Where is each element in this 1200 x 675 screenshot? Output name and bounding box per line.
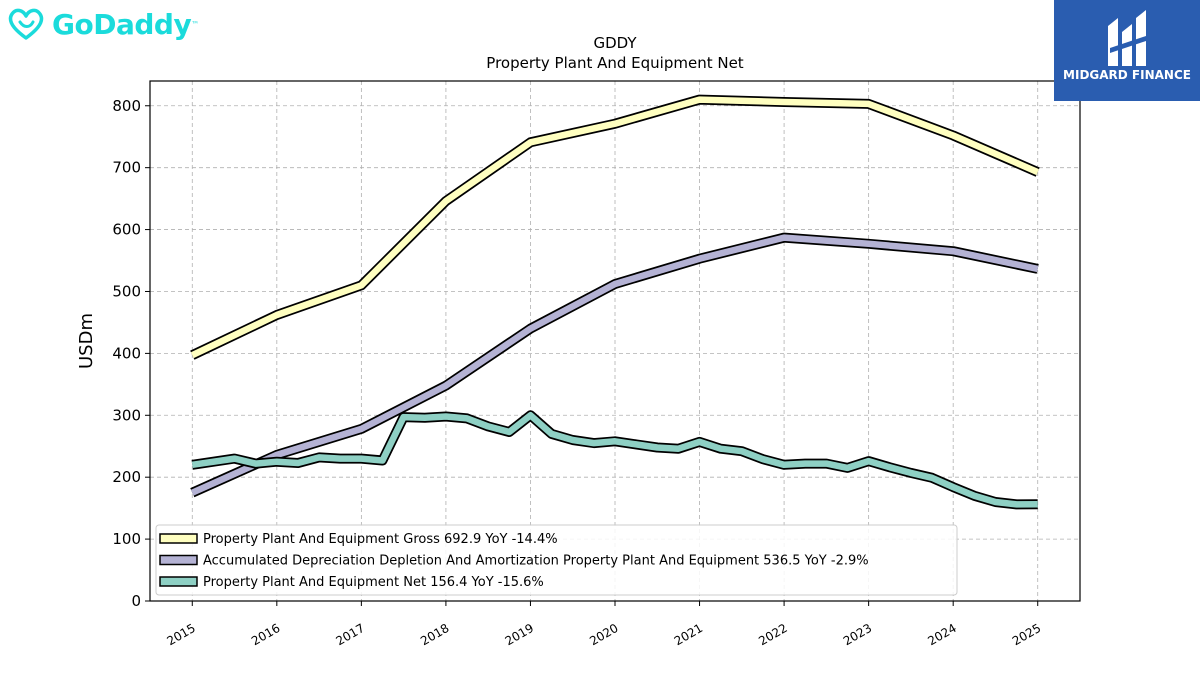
x-tick-label: 2021: [672, 621, 705, 648]
x-tick-label: 2024: [925, 621, 958, 648]
series-line-0: [190, 96, 1039, 359]
legend: Property Plant And Equipment Gross 692.9…: [155, 524, 958, 596]
chart-title: GDDY: [593, 34, 637, 52]
y-tick-label: 300: [112, 406, 141, 424]
grid: [150, 81, 1080, 602]
x-tick-label: 2025: [1010, 621, 1043, 648]
y-axis-label: USDm: [76, 313, 97, 369]
midgard-wordmark: MIDGARD FINANCE: [1063, 68, 1191, 82]
y-tick-label: 800: [112, 97, 141, 115]
legend-label-0: Property Plant And Equipment Gross 692.9…: [203, 532, 558, 547]
midgard-finance-logo: MIDGARD FINANCE: [1054, 0, 1200, 101]
x-tick-label: 2020: [587, 621, 620, 648]
chart-subtitle: Property Plant And Equipment Net: [486, 54, 743, 72]
y-tick-label: 700: [112, 159, 141, 177]
y-tick-label: 100: [112, 530, 141, 548]
godaddy-wordmark: GoDaddy: [52, 7, 192, 41]
x-tick-label: 2022: [756, 621, 789, 648]
legend-label-2: Property Plant And Equipment Net 156.4 Y…: [203, 575, 544, 590]
series-layer: [190, 94, 1040, 510]
godaddy-heart-icon: [8, 8, 44, 40]
legend-swatch-1: [159, 554, 198, 566]
y-tick-label: 400: [112, 344, 141, 362]
x-tick-label: 2017: [334, 621, 367, 648]
legend-swatch-0: [159, 533, 198, 544]
y-tick-label: 200: [112, 468, 141, 486]
x-tick-label: 2019: [503, 621, 536, 648]
series-line-1: [190, 234, 1039, 496]
legend-swatch-2: [159, 576, 198, 587]
midgard-monogram-icon: [1108, 10, 1146, 66]
series-line-2: [191, 412, 1038, 508]
x-tick-label: 2016: [249, 621, 282, 648]
legend-box: [155, 524, 958, 596]
x-tick-label: 2015: [164, 621, 197, 648]
y-tick-label: 0: [131, 592, 141, 610]
x-tick-label: 2023: [841, 621, 874, 648]
legend-label-1: Accumulated Depreciation Depletion And A…: [203, 554, 869, 569]
y-tick-label: 600: [112, 221, 141, 239]
x-tick-label: 2018: [418, 621, 451, 648]
godaddy-logo: GoDaddy ™: [6, 4, 199, 44]
y-tick-label: 500: [112, 282, 141, 300]
